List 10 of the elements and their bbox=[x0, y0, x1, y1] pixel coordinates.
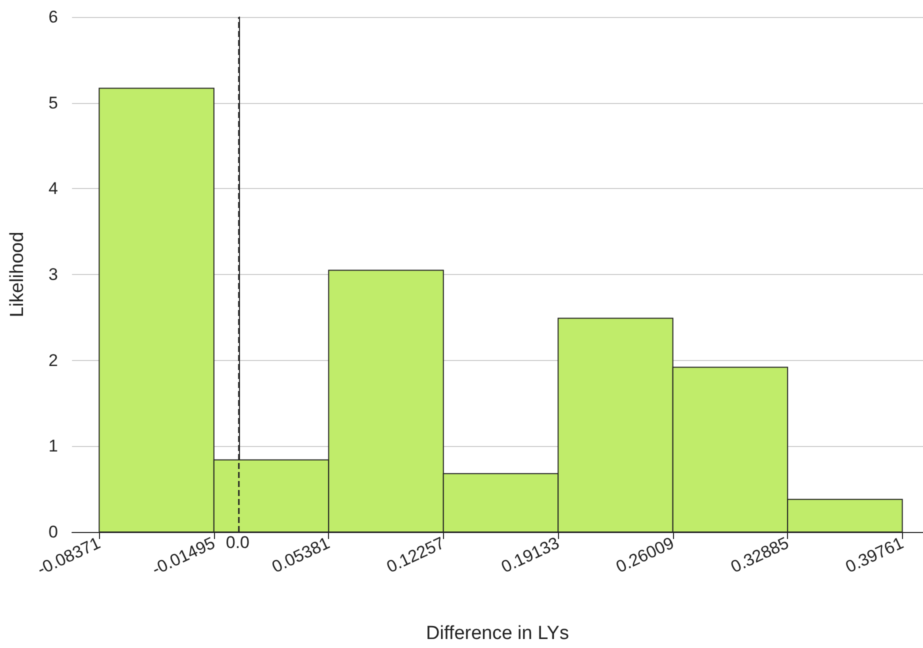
y-tick-label: 2 bbox=[48, 350, 58, 370]
y-tick-label: 5 bbox=[48, 93, 58, 112]
y-tick-label: 6 bbox=[48, 8, 58, 26]
y-tick-label: 1 bbox=[48, 436, 58, 456]
ref-line-label: 0.0 bbox=[226, 533, 250, 552]
x-axis-title: Difference in LYs bbox=[426, 623, 569, 644]
y-axis-title: Likelihood bbox=[7, 232, 28, 318]
y-tick-label: 0 bbox=[48, 522, 58, 542]
y-tick-label: 4 bbox=[48, 179, 58, 198]
y-tick-label: 3 bbox=[48, 265, 58, 284]
